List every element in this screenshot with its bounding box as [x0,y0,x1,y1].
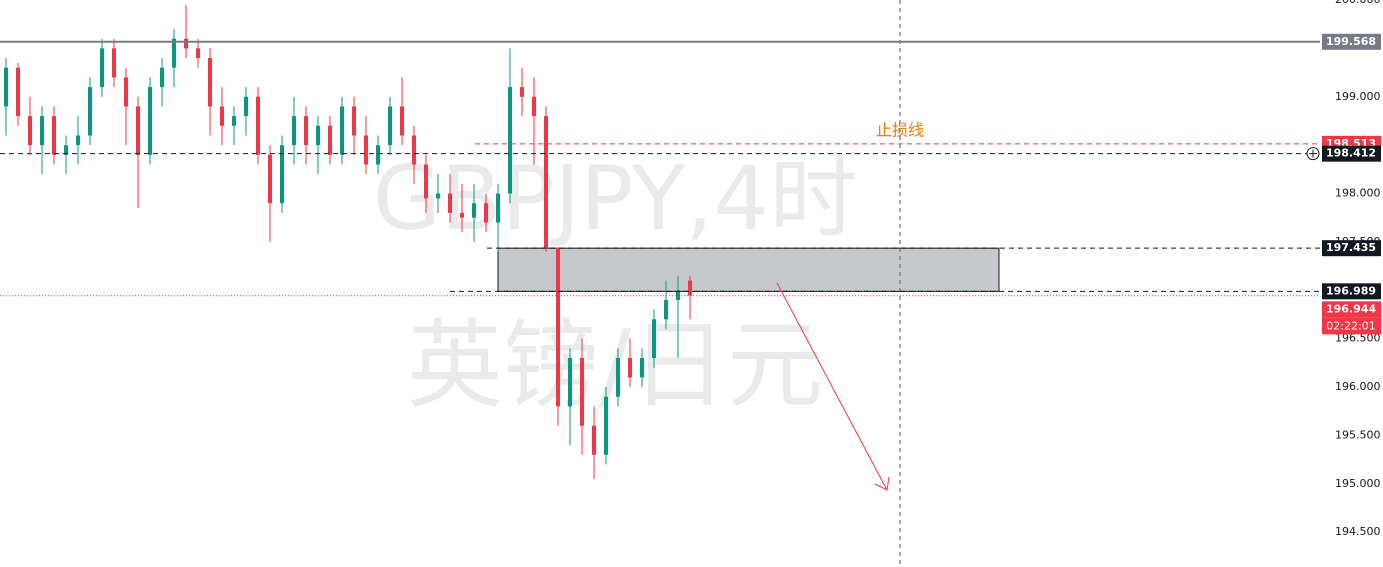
watermark-name: 英镑/日元 [407,309,823,421]
candle-body [688,280,692,296]
candle-body [256,96,260,155]
candle-body [616,358,620,397]
candle-body [268,154,272,204]
price-label-bg [1322,301,1381,318]
candle-body [448,193,452,213]
candle-body [580,358,584,426]
crosshair-plus [1309,149,1317,158]
candle-body [136,106,140,155]
price-label-bg [1322,145,1381,162]
candle-body [340,106,344,155]
candle-body [232,116,236,126]
candle-body [52,116,56,155]
candle-body [592,425,596,455]
zone [497,247,1000,292]
candle-body [352,106,356,136]
candle-body [196,48,200,59]
price-label-bg [1322,283,1381,300]
candle-body [208,58,212,107]
candle-body [676,290,680,300]
price-label: 196.989 [1326,284,1376,297]
y-tick-label: 196.000 [1335,380,1381,393]
countdown: 02:22:01 [1326,319,1375,332]
candle-body [460,212,464,218]
candle-body [544,116,548,248]
watermark-symbol: GBPJPY,4时 [373,147,857,250]
y-tick-label: 195.500 [1335,428,1381,441]
y-tick-label: 200.000 [1335,0,1381,6]
candle-body [112,48,116,78]
candle-body [664,299,668,320]
countdown-bg [1322,317,1381,335]
candle-body [376,145,380,165]
y-tick-label: 199.000 [1335,90,1381,103]
candle-body [532,96,536,117]
candle-body [436,193,440,199]
candle-body [28,116,32,146]
price-axis: 200.000199.000198.000197.500196.500196.0… [1306,0,1383,567]
candle-body [508,87,512,194]
candle-body [148,87,152,155]
candle-body [88,87,92,136]
candle-body [388,106,392,146]
y-tick-label: 198.000 [1335,187,1381,200]
candle-body [412,135,416,165]
price-label-bg [1322,33,1381,50]
candle-body [556,247,560,407]
candle-body [496,193,500,223]
candle-body [364,135,368,165]
candle-body [40,116,44,146]
candle-body [640,358,644,378]
candle-body [316,125,320,146]
candle-body [520,87,524,97]
candle-body [292,116,296,146]
price-label: 199.568 [1326,35,1376,48]
candle-body [400,106,404,136]
candle-body [124,77,128,107]
price-label-bg [1322,240,1381,257]
annotation: 止损线 [876,121,924,140]
candle-body [304,116,308,146]
y-tick-label: 196.500 [1335,332,1381,345]
arrow-head [874,476,890,491]
price-label: 196.944 [1326,302,1376,315]
candle-body [604,396,608,455]
candle-body [16,67,20,117]
candle-body [160,67,164,88]
price-label: 198.412 [1326,147,1376,160]
candle-body [76,135,80,146]
y-tick-label: 194.500 [1335,525,1381,538]
candle-body [472,203,476,218]
arrow-line [776,282,888,491]
candle-body [244,96,248,117]
candle-body [220,106,224,126]
candle-body [280,145,284,204]
candle-body [64,145,68,155]
plot [0,4,1320,479]
candle-body [484,203,488,223]
candle-body [568,358,572,407]
candle-body [652,319,656,359]
candle-body [628,358,632,378]
candle-body [184,38,188,49]
candle-body [4,67,8,107]
price-label: 197.435 [1326,241,1376,254]
y-tick-label: 195.000 [1335,477,1381,490]
candle-body [424,164,428,199]
candle-body [328,125,332,155]
candle-body [172,38,176,68]
candle-body [100,48,104,88]
